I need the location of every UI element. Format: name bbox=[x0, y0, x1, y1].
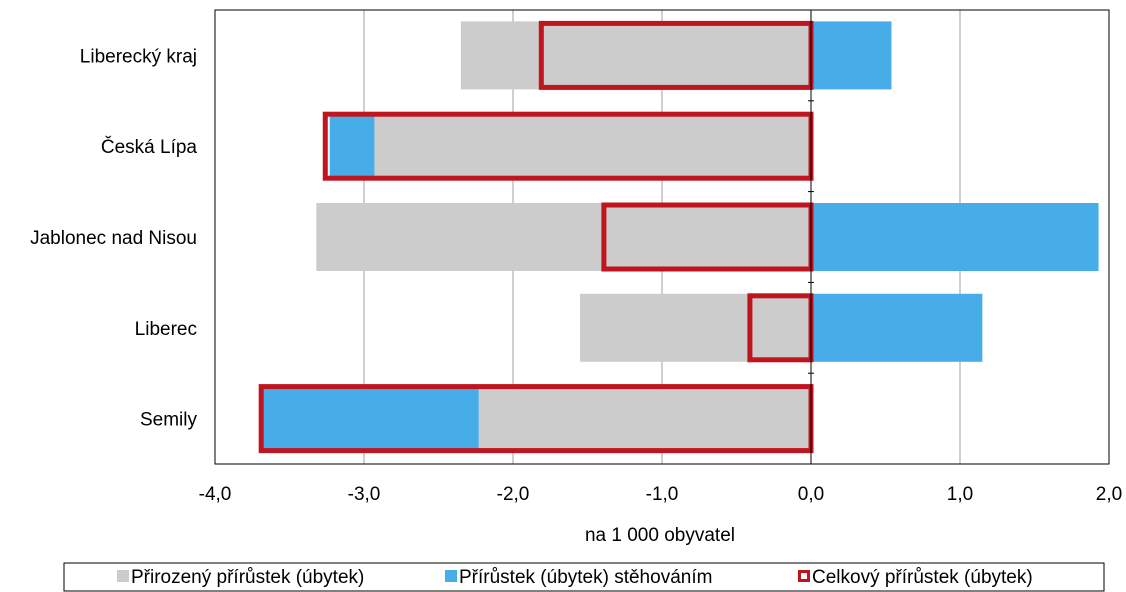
migration-increase-bar bbox=[811, 293, 983, 362]
natural-increase-bar bbox=[580, 293, 811, 362]
x-tick-label: -3,0 bbox=[348, 484, 381, 505]
legend-label: Přírůstek (úbytek) stěhováním bbox=[459, 567, 712, 588]
tick-labels: -4,0 -3,0 -2,0 -1,0 0,0 1,0 2,0 bbox=[199, 484, 1123, 505]
legend-swatch-natural bbox=[117, 570, 129, 582]
x-tick-label: 0,0 bbox=[798, 484, 824, 505]
migration-increase-bar bbox=[811, 203, 1099, 271]
bars bbox=[261, 21, 1099, 453]
category-label: Jablonec nad Nisou bbox=[30, 228, 197, 249]
migration-increase-bar bbox=[261, 384, 479, 453]
x-tick-label: 2,0 bbox=[1096, 484, 1122, 505]
legend-label: Přirozený přírůstek (úbytek) bbox=[131, 567, 364, 588]
legend-swatch-total bbox=[798, 570, 810, 582]
x-tick-label: -1,0 bbox=[646, 484, 679, 505]
x-axis-title: na 1 000 obyvatel bbox=[585, 525, 735, 546]
category-label: Česká Lípa bbox=[101, 136, 198, 158]
natural-increase-bar bbox=[316, 203, 811, 271]
plot-frame bbox=[214, 9, 1110, 465]
category-label: Semily bbox=[140, 410, 198, 431]
migration-increase-bar bbox=[329, 112, 375, 181]
zero-axis-ticks bbox=[808, 9, 814, 465]
natural-increase-bar bbox=[374, 112, 811, 181]
legend-swatch-migration bbox=[445, 570, 457, 582]
migration-increase-bar bbox=[811, 21, 892, 90]
natural-increase-bar bbox=[478, 384, 811, 453]
category-label: Liberecký kraj bbox=[80, 46, 197, 67]
x-tick-label: -4,0 bbox=[199, 484, 232, 505]
category-label: Liberec bbox=[135, 319, 197, 340]
natural-increase-bar bbox=[460, 21, 811, 90]
legend-box bbox=[63, 562, 1105, 592]
legend-label: Celkový přírůstek (úbytek) bbox=[812, 567, 1033, 588]
x-tick-label: -2,0 bbox=[497, 484, 530, 505]
legend: Přirozený přírůstek (úbytek) Přírůstek (ú… bbox=[63, 562, 1105, 592]
category-labels: Liberecký kraj Česká Lípa Jablonec nad Nis… bbox=[30, 46, 197, 430]
x-tick-label: 1,0 bbox=[947, 484, 973, 505]
